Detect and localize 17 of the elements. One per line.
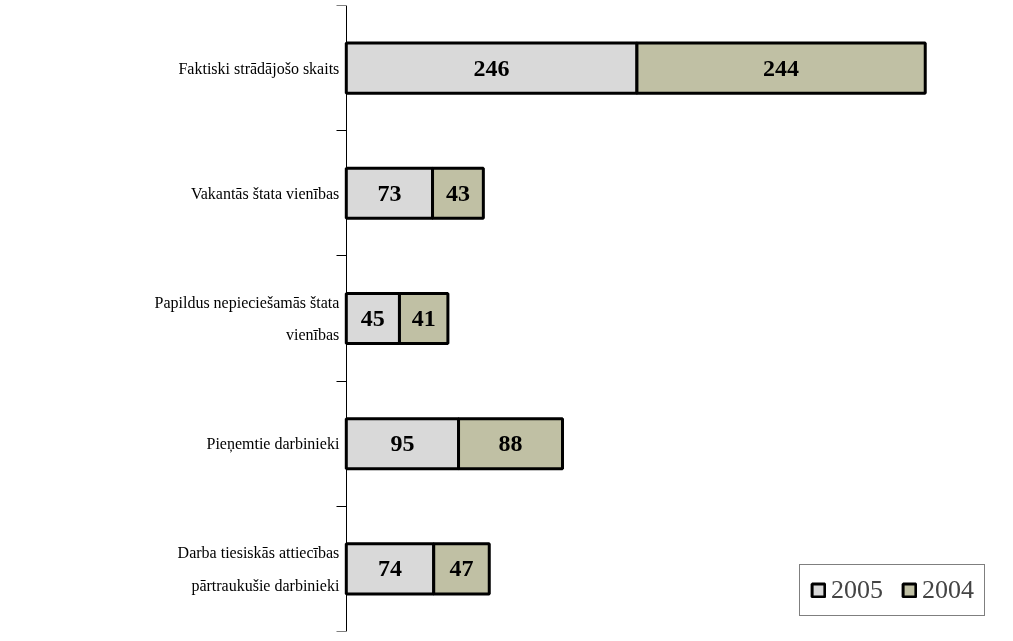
y-tick-label: Faktiski strādājošo skaits bbox=[178, 59, 340, 78]
data-label: 74 bbox=[378, 555, 403, 582]
data-label: 244 bbox=[763, 54, 800, 81]
data-label: 95 bbox=[390, 430, 415, 457]
data-label: 73 bbox=[377, 179, 402, 206]
data-label: 88 bbox=[498, 430, 523, 457]
y-tick-label: Darba tiesiskās attiecības pārtraukušie darbinieki bbox=[177, 544, 340, 595]
y-tick-label: Papildus nepieciešamās štata vienības bbox=[154, 293, 340, 344]
legend-label: 2005 bbox=[831, 575, 883, 605]
data-label: 41 bbox=[411, 305, 436, 331]
y-tick-label: Vakantās štata vienības bbox=[190, 184, 340, 202]
legend-label: 2004 bbox=[922, 575, 974, 605]
data-label: 43 bbox=[445, 179, 470, 206]
data-label: 246 bbox=[473, 54, 510, 81]
data-label: 45 bbox=[360, 305, 385, 331]
y-tick-label: Pieņemtie darbinieki bbox=[206, 435, 340, 454]
data-label: 47 bbox=[449, 555, 474, 582]
